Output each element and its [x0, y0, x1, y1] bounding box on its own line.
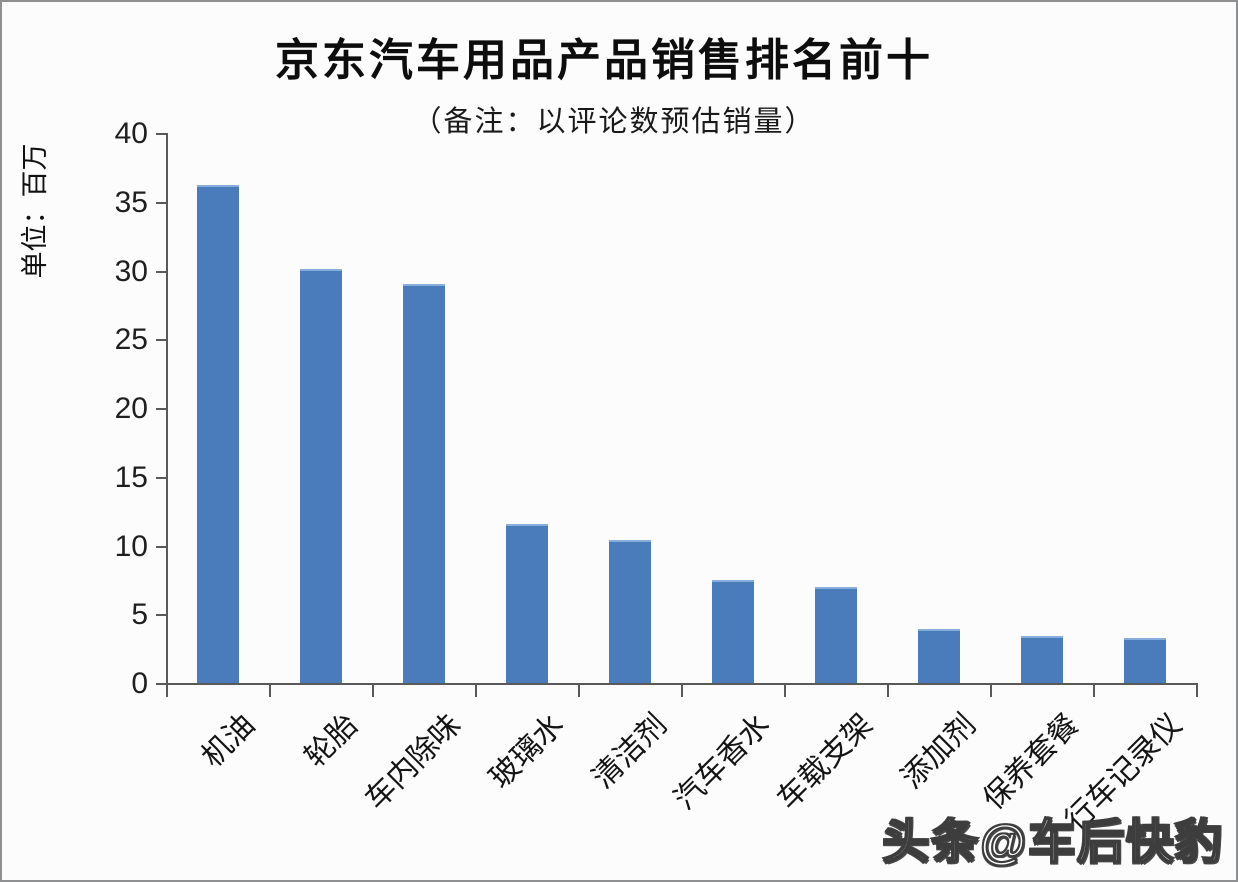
bar [505, 523, 548, 683]
y-tick [156, 201, 166, 204]
bar [917, 629, 960, 683]
bar [402, 284, 445, 683]
y-tick-label: 40 [114, 117, 148, 150]
bar [196, 185, 239, 683]
x-tick [372, 685, 374, 697]
y-tick-label: 15 [114, 460, 148, 494]
x-axis-line [166, 683, 1198, 685]
y-tick [156, 614, 166, 617]
y-axis-title: 单位：百万 [20, 143, 50, 279]
x-tick [1196, 685, 1198, 697]
y-tick-label: 5 [131, 598, 148, 632]
bar [1020, 636, 1063, 683]
x-tick [166, 685, 168, 697]
bar [299, 269, 342, 683]
y-tick [156, 476, 166, 479]
y-tick [156, 408, 166, 410]
bar [814, 586, 857, 683]
y-tick-label: 20 [114, 392, 148, 425]
y-tick-label: 35 [114, 185, 148, 219]
x-tick [990, 685, 992, 697]
x-tick [269, 685, 271, 697]
y-axis-line [166, 133, 168, 685]
y-tick [156, 545, 166, 548]
bar [608, 540, 651, 683]
bar [1123, 637, 1166, 683]
y-tick-label: 0 [131, 667, 148, 700]
x-tick [578, 685, 580, 697]
y-tick [156, 683, 166, 685]
chart-subtitle: （备注：以评论数预估销量） [412, 106, 816, 138]
y-tick [156, 339, 166, 342]
y-tick-label: 10 [114, 529, 148, 563]
x-tick [784, 685, 786, 697]
watermark: 头条@车后快豹 [881, 814, 1224, 869]
chart-title: 京东汽车用品产品销售排名前十 [275, 36, 933, 85]
x-tick [475, 685, 477, 697]
y-tick-label: 30 [114, 254, 148, 288]
bar [711, 579, 754, 683]
y-tick-label: 25 [114, 323, 148, 357]
x-tick [681, 685, 683, 697]
x-tick [1093, 685, 1095, 697]
y-tick [156, 133, 166, 135]
x-tick [887, 685, 889, 697]
y-tick [156, 270, 166, 273]
